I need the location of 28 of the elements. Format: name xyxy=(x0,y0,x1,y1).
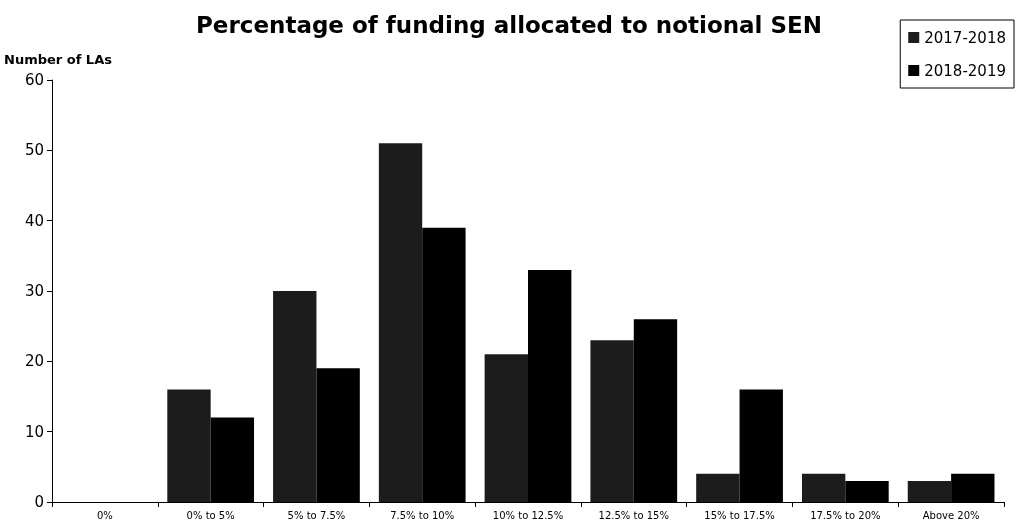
bar xyxy=(590,340,634,502)
bar xyxy=(907,480,952,502)
x-tick-label: 15% to 17.5% xyxy=(704,509,775,521)
bar xyxy=(273,291,317,502)
x-tick-label: 0% to 5% xyxy=(186,509,235,521)
bar xyxy=(696,473,740,502)
bar xyxy=(484,354,528,502)
y-tick-label: 50 xyxy=(24,141,44,160)
y-tick-label: 40 xyxy=(24,211,44,230)
y-tick-label: 20 xyxy=(24,352,44,371)
y-tick-label: 10 xyxy=(24,422,44,441)
bar xyxy=(378,143,423,502)
y-tick-label: 0 xyxy=(34,493,44,511)
x-tick-label: Above 20% xyxy=(922,509,980,521)
bar xyxy=(801,473,846,502)
x-tick-label: 5% to 7.5% xyxy=(287,509,346,521)
bar xyxy=(167,389,211,502)
legend-label: 2017-2018 xyxy=(924,28,1007,47)
x-tick-label: 12.5% to 15% xyxy=(598,509,669,521)
y-tick-label: 30 xyxy=(24,282,44,300)
x-tick-label: 17.5% to 20% xyxy=(810,509,881,521)
chart-title: Percentage of funding allocated to notional SEN xyxy=(195,11,823,38)
x-tick-label: 7.5% to 10% xyxy=(390,509,455,521)
y-axis-title: Number of LAs xyxy=(4,52,113,67)
y-tick-label: 60 xyxy=(24,71,44,89)
x-tick-label: 0% xyxy=(96,509,113,521)
legend-label: 2018-2019 xyxy=(924,61,1007,80)
x-tick-label: 10% to 12.5% xyxy=(492,509,564,521)
